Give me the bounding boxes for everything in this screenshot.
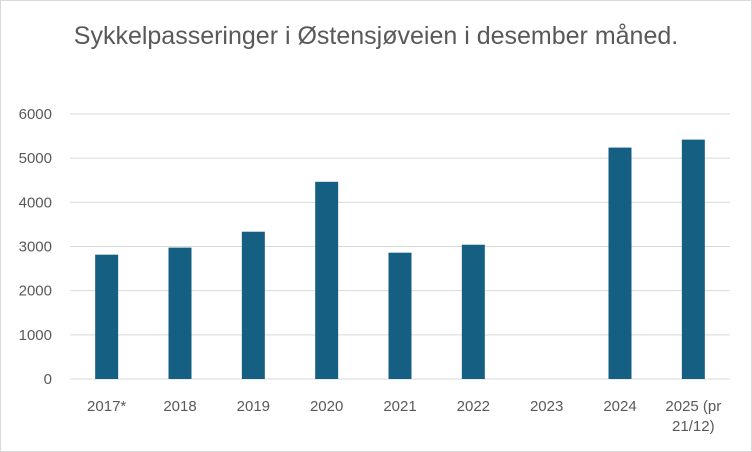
x-tick-label: 2025 (pr: [665, 398, 721, 415]
y-tick-label: 5000: [19, 150, 52, 167]
bar-2017: [95, 254, 119, 379]
chart-title: Sykkelpasseringer i Østensjøveien i dese…: [73, 22, 679, 50]
bar-2018: [168, 247, 192, 379]
x-tick-label: 2018: [163, 398, 196, 415]
x-tick-label: 2017*: [87, 398, 126, 415]
y-tick-label: 3000: [19, 239, 52, 256]
bar-2021: [388, 252, 412, 379]
bar-2024: [608, 147, 632, 379]
y-tick-label: 4000: [19, 194, 52, 211]
bar-2022: [461, 244, 485, 379]
y-tick-label: 6000: [19, 106, 52, 123]
y-tick-label: 2000: [19, 283, 52, 300]
x-tick-label: 2022: [457, 398, 490, 415]
x-tick-label: 2024: [603, 398, 636, 415]
x-tick-label: 2021: [383, 398, 416, 415]
x-tick-label: 2020: [310, 398, 343, 415]
y-tick-label: 1000: [19, 327, 52, 344]
y-tick-label: 0: [44, 371, 52, 388]
bar-2019: [241, 231, 265, 379]
x-tick-label: 21/12): [672, 418, 715, 435]
x-tick-label: 2019: [237, 398, 270, 415]
x-tick-label: 2023: [530, 398, 563, 415]
bar-2020: [315, 181, 339, 379]
bar-2025pr2112: [681, 139, 705, 379]
